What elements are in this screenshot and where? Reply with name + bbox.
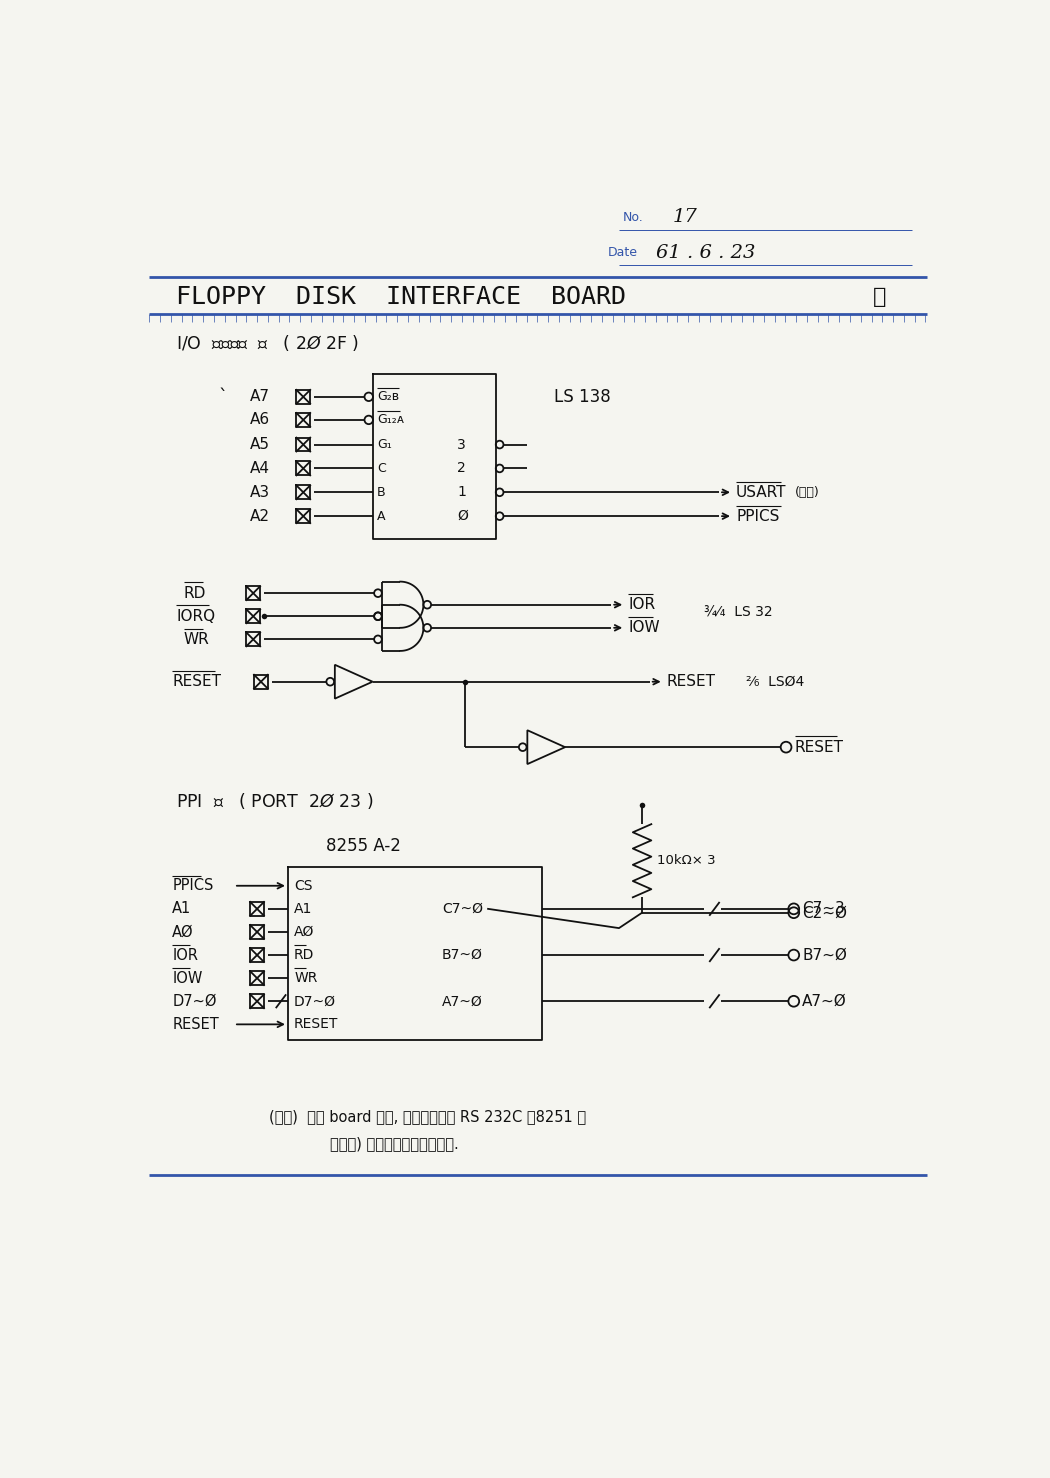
Text: IOR: IOR: [172, 947, 198, 962]
Text: G₁₂ᴀ: G₁₂ᴀ: [377, 414, 404, 427]
Text: 完: 完: [874, 287, 886, 307]
Text: 10kΩ× 3: 10kΩ× 3: [657, 854, 716, 868]
Text: A1: A1: [294, 902, 313, 916]
Text: RESET: RESET: [172, 674, 222, 689]
Text: WR: WR: [184, 633, 210, 647]
Text: D7~Ø: D7~Ø: [294, 995, 336, 1008]
Text: WR: WR: [294, 971, 317, 986]
Text: A7: A7: [250, 389, 270, 405]
Text: 2: 2: [458, 461, 466, 476]
Text: 1: 1: [458, 485, 466, 500]
Text: 8255 A-2: 8255 A-2: [327, 837, 401, 854]
Text: I/O  デコード  部   ( $2Ø ~ $2F ): I/O デコード 部 ( $2Ø ~ $2F ): [176, 333, 359, 353]
Text: ˋ: ˋ: [218, 387, 228, 406]
Text: C7~Ø: C7~Ø: [442, 902, 483, 916]
Text: B: B: [377, 486, 385, 498]
Text: IOW: IOW: [172, 971, 203, 986]
Text: ²⁄₆  LSØ4: ²⁄₆ LSØ4: [747, 675, 804, 689]
Text: A4: A4: [250, 461, 270, 476]
Text: G₁: G₁: [377, 437, 392, 451]
Text: RESET: RESET: [667, 674, 716, 689]
Text: A6: A6: [250, 412, 270, 427]
Text: PPICS: PPICS: [736, 508, 779, 523]
Text: AØ: AØ: [294, 925, 314, 939]
Text: RESET: RESET: [172, 1017, 219, 1032]
Text: RESET: RESET: [795, 739, 843, 755]
Text: A1: A1: [172, 902, 192, 916]
Text: IOR: IOR: [628, 597, 655, 612]
Text: G₂ʙ: G₂ʙ: [377, 390, 399, 403]
Text: AØ: AØ: [172, 924, 194, 940]
Text: C7~3: C7~3: [802, 902, 845, 916]
Text: LS 138: LS 138: [553, 387, 610, 406]
Text: ¾⁄₄  LS 32: ¾⁄₄ LS 32: [704, 606, 773, 619]
Text: CS: CS: [294, 879, 313, 893]
Text: C: C: [377, 463, 386, 474]
Text: A3: A3: [250, 485, 270, 500]
Text: A2: A2: [250, 508, 270, 523]
Text: D7~Ø: D7~Ø: [172, 993, 217, 1009]
Text: 3: 3: [458, 437, 466, 452]
Text: (注意): (注意): [795, 486, 819, 498]
Text: A5: A5: [250, 437, 270, 452]
Text: A7~Ø: A7~Ø: [442, 995, 483, 1008]
Text: PPICS: PPICS: [172, 878, 214, 893]
Text: IOW: IOW: [628, 621, 659, 636]
Text: B7~Ø: B7~Ø: [802, 947, 847, 962]
Text: 61 . 6 . 23: 61 . 6 . 23: [656, 244, 755, 262]
Text: A: A: [377, 510, 385, 523]
Text: C2~Ø: C2~Ø: [802, 905, 847, 921]
Text: RESET: RESET: [294, 1017, 338, 1032]
Text: 用いる) を実装する予定である.: 用いる) を実装する予定である.: [330, 1137, 459, 1151]
Text: RD: RD: [184, 585, 206, 600]
Text: B7~Ø: B7~Ø: [442, 947, 483, 962]
Text: PPI  部   ( PORT  $2Ø ~ $23 ): PPI 部 ( PORT $2Ø ~ $23 ): [176, 791, 374, 811]
Text: USART: USART: [736, 485, 786, 500]
Text: A7~Ø: A7~Ø: [802, 993, 847, 1009]
Text: IORQ: IORQ: [176, 609, 215, 624]
Text: FLOPPY  DISK  INTERFACE  BOARD: FLOPPY DISK INTERFACE BOARD: [176, 285, 626, 309]
Text: No.: No.: [623, 211, 644, 223]
Text: Ø: Ø: [458, 508, 468, 523]
Text: 17: 17: [673, 208, 697, 226]
Text: Date: Date: [607, 247, 637, 259]
Text: RD: RD: [294, 947, 314, 962]
Text: (注意)  この board には, 簡略型非同期 RS 232C （8251 を: (注意) この board には, 簡略型非同期 RS 232C （8251 を: [269, 1110, 586, 1125]
